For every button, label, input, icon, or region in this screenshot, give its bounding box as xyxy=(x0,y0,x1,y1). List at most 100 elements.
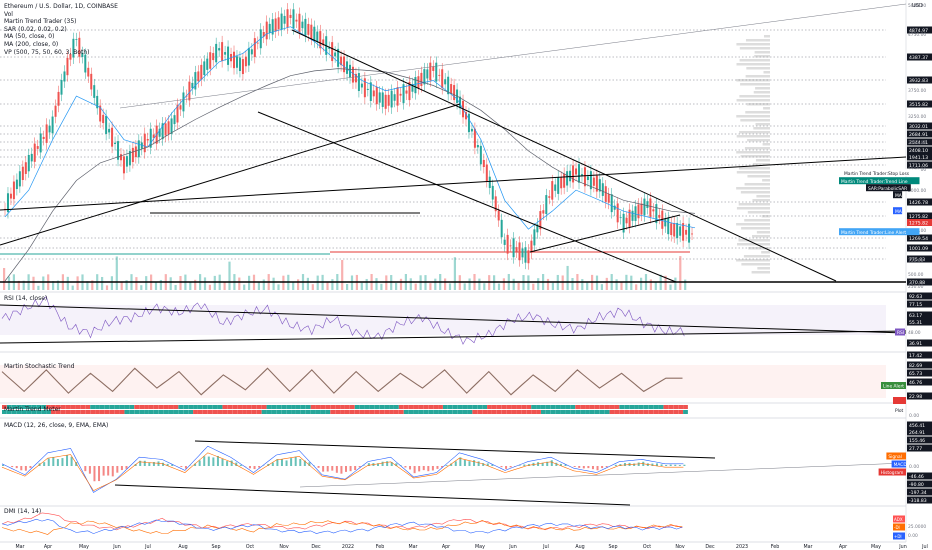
macd-histogram-bar xyxy=(15,466,18,469)
volume-profile-bar xyxy=(752,163,770,166)
trend-meter-bottom xyxy=(144,410,149,414)
volume-bar xyxy=(468,278,471,290)
macd-tag-bg-0 xyxy=(886,452,906,460)
trend-meter-bottom xyxy=(237,410,242,414)
volume-bar xyxy=(66,276,69,290)
macd-histogram-bar xyxy=(413,466,416,474)
candle-body xyxy=(78,37,81,57)
trend-meter-bottom xyxy=(100,410,105,414)
candle-body xyxy=(316,31,319,42)
trend-meter-top xyxy=(232,405,238,409)
trend-meter-top xyxy=(487,405,492,409)
plot-tag: Plot xyxy=(895,408,904,414)
ma50-line xyxy=(4,26,696,230)
trend-meter-top xyxy=(286,405,291,409)
trend-meter-top xyxy=(198,405,203,409)
volume-bar xyxy=(101,276,104,290)
macd-histogram-bar xyxy=(331,466,334,471)
volume-profile-bar xyxy=(738,203,770,206)
trend-meter-top xyxy=(511,405,517,409)
rsi-axis-tick-3: 55.31 xyxy=(909,320,922,326)
macd-axis-tick-1: 264.91 xyxy=(909,430,925,436)
dmi-axis-tick-1: 0.00 xyxy=(908,533,918,539)
candle-body xyxy=(149,128,152,148)
candle-body xyxy=(578,164,581,183)
macd-tag-bg-1 xyxy=(891,460,906,468)
macd-histogram-bar xyxy=(93,466,96,482)
volume-bar xyxy=(664,275,667,290)
candle-body xyxy=(337,48,340,67)
volume-bar xyxy=(297,279,300,290)
candle-body xyxy=(194,72,197,90)
rsi-line xyxy=(1,295,685,345)
trend-meter-bottom xyxy=(487,410,492,414)
trend-meter-bottom xyxy=(75,410,81,414)
axis-tick-8: 750.00 xyxy=(908,258,924,264)
trend-meter-top xyxy=(134,405,140,409)
candle-body xyxy=(328,47,331,49)
candle-body xyxy=(426,69,429,79)
volume-profile-bar xyxy=(738,239,770,242)
candle-body xyxy=(87,67,90,77)
macd-histogram-bar xyxy=(116,466,119,473)
price-tag-bg-8 xyxy=(907,153,932,161)
stoch-bg xyxy=(0,365,886,398)
price-tag-bg-1 xyxy=(907,53,932,61)
time-axis-label-22: 2023 xyxy=(736,544,748,550)
trend-meter-bottom xyxy=(256,410,262,414)
candle-body xyxy=(634,206,637,221)
trend-meter-bottom xyxy=(516,410,522,414)
volume-bar xyxy=(620,282,623,290)
candle-body xyxy=(685,229,688,235)
volume-bar xyxy=(282,275,285,290)
candle-body xyxy=(524,247,527,263)
price-tag-2: 3932.83 xyxy=(909,78,928,84)
time-axis-label-0: Mar xyxy=(15,544,24,550)
candle-body xyxy=(429,62,432,81)
trend-meter-top xyxy=(658,405,664,409)
trend-meter-bottom xyxy=(580,410,585,414)
macd-histogram-bar xyxy=(349,466,352,472)
volume-bar xyxy=(630,275,633,290)
trend-meter-top xyxy=(139,405,144,409)
candle-body xyxy=(244,56,247,67)
volume-bar xyxy=(532,283,535,290)
candle-body xyxy=(42,136,45,139)
trend-meter-top xyxy=(467,405,473,409)
trend-meter-top xyxy=(256,405,262,409)
candle-body xyxy=(57,91,60,106)
volume-profile-bar xyxy=(736,115,770,118)
candle-body xyxy=(111,127,114,147)
volume-bar xyxy=(380,283,383,290)
volume-bar xyxy=(434,278,437,290)
candle-body xyxy=(30,153,33,162)
trend-meter-top xyxy=(193,405,198,409)
volume-bar xyxy=(649,279,652,290)
rsi-axis-bg-3 xyxy=(907,318,932,326)
trend-meter-bottom xyxy=(663,410,669,414)
candle-body xyxy=(286,9,289,28)
trend-meter-bottom xyxy=(394,410,399,414)
candle-body xyxy=(191,82,194,89)
volume-bar xyxy=(448,283,452,290)
trend-meter-bottom xyxy=(51,410,56,414)
rsi-trendline-upper xyxy=(0,304,907,334)
trend-meter-bottom xyxy=(247,410,252,414)
candle-body xyxy=(679,226,682,236)
volume-bar xyxy=(257,282,260,290)
macd-histogram-bar xyxy=(230,460,233,466)
macd-histogram-bar xyxy=(212,457,215,466)
volume-profile-bar xyxy=(736,63,770,66)
trend-meter-bottom xyxy=(222,410,228,414)
volume-bar xyxy=(679,256,682,290)
indicator-tag-3: MA xyxy=(895,193,902,199)
candle-body xyxy=(48,125,51,133)
volume-bar xyxy=(561,275,564,290)
macd-histogram-bar xyxy=(637,462,640,466)
trend-meter-bottom xyxy=(158,410,164,414)
macd-histogram-bar xyxy=(258,466,261,468)
price-tag-bg-14 xyxy=(907,255,932,263)
candle-body xyxy=(27,154,30,172)
candle-body xyxy=(497,210,500,221)
